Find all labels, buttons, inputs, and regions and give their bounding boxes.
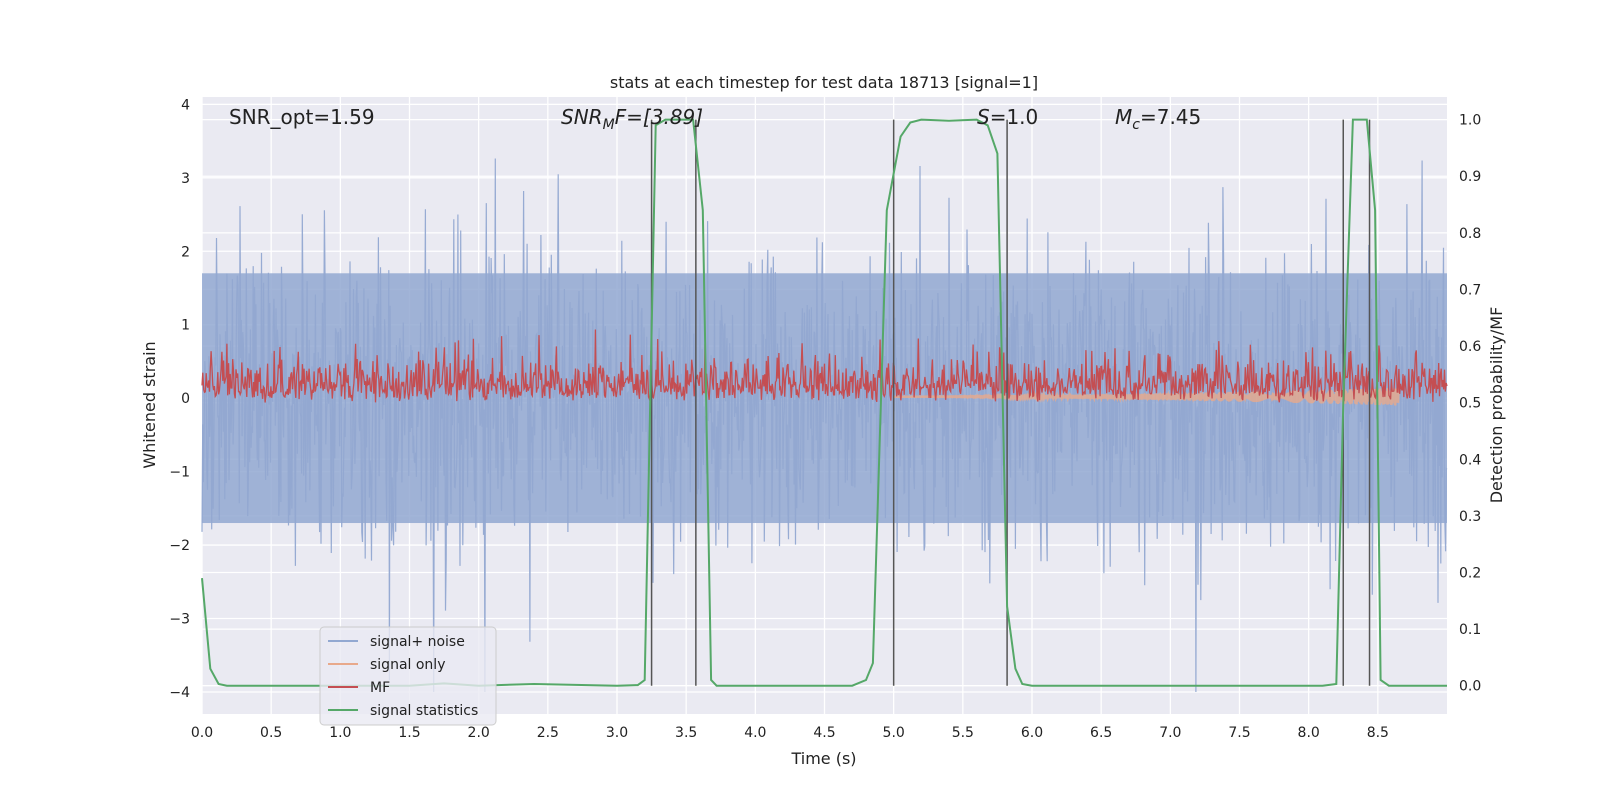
x-tick-label: 6.5 bbox=[1090, 725, 1112, 741]
x-tick-label: 1.0 bbox=[329, 725, 351, 741]
y-right-tick-label: 0.1 bbox=[1459, 622, 1481, 638]
y-left-tick-labels: −4 −3 −2 −1 0 1 2 3 4 bbox=[169, 97, 190, 701]
y-left-tick-label: −3 bbox=[169, 612, 190, 628]
annotation-snr-mf: SNRMF=[3.89] bbox=[561, 105, 703, 133]
y-left-tick-label: −1 bbox=[169, 465, 190, 481]
y-left-tick-label: 3 bbox=[181, 171, 190, 187]
x-tick-label: 3.5 bbox=[675, 725, 697, 741]
y-left-tick-label: 4 bbox=[181, 97, 190, 113]
y-axis-label-left: Whitened strain bbox=[140, 341, 159, 468]
x-tick-label: 7.5 bbox=[1228, 725, 1250, 741]
y-right-tick-label: 0.6 bbox=[1459, 339, 1481, 355]
y-right-tick-label: 0.3 bbox=[1459, 509, 1481, 525]
x-tick-label: 4.0 bbox=[744, 725, 766, 741]
annotation-snr-opt: SNR_opt=1.59 bbox=[229, 105, 375, 129]
x-tick-label: 0.5 bbox=[260, 725, 282, 741]
x-tick-label: 1.5 bbox=[398, 725, 420, 741]
signal-statistics-line bbox=[201, 118, 1447, 687]
legend-label-noise: signal+ noise bbox=[370, 634, 465, 650]
x-tick-label: 8.0 bbox=[1298, 725, 1320, 741]
x-tick-label: 3.0 bbox=[606, 725, 628, 741]
legend-box bbox=[319, 626, 497, 726]
x-axis-label: Time (s) bbox=[790, 749, 856, 768]
annotation-s: S=1.0 bbox=[977, 105, 1038, 129]
series-mf bbox=[201, 329, 1448, 403]
y-right-tick-label: 0.0 bbox=[1459, 679, 1481, 695]
vertical-markers bbox=[650, 119, 1371, 686]
x-tick-label: 0.0 bbox=[191, 725, 213, 741]
x-tick-label: 2.0 bbox=[468, 725, 490, 741]
y-right-tick-label: 0.7 bbox=[1459, 282, 1481, 298]
y-right-tick-label: 0.9 bbox=[1459, 169, 1481, 185]
legend: signal+ noise signal only MF signal stat… bbox=[319, 626, 497, 726]
y-left-tick-label: 2 bbox=[181, 244, 190, 260]
y-right-tick-label: 1.0 bbox=[1459, 113, 1481, 129]
x-tick-label: 2.5 bbox=[537, 725, 559, 741]
x-tick-label: 4.5 bbox=[813, 725, 835, 741]
x-tick-label: 8.5 bbox=[1367, 725, 1389, 741]
annotation-mc: Mc=7.45 bbox=[1115, 105, 1201, 133]
y-right-tick-label: 0.2 bbox=[1459, 565, 1481, 581]
legend-label-mf: MF bbox=[370, 680, 390, 696]
x-tick-label: 7.0 bbox=[1159, 725, 1181, 741]
legend-label-signal-statistics: signal statistics bbox=[370, 703, 478, 719]
x-tick-label: 5.0 bbox=[883, 725, 905, 741]
y-right-tick-label: 0.5 bbox=[1459, 396, 1481, 412]
y-left-tick-label: 1 bbox=[181, 318, 190, 334]
x-tick-label: 6.0 bbox=[1021, 725, 1043, 741]
y-left-tick-label: 0 bbox=[181, 391, 190, 407]
chart-title: stats at each timestep for test data 187… bbox=[610, 73, 1038, 92]
y-left-tick-label: −4 bbox=[169, 685, 190, 701]
y-right-tick-labels: 0.0 0.1 0.2 0.3 0.4 0.5 0.6 0.7 0.8 0.9 1.0 bbox=[1459, 113, 1481, 695]
x-tick-label: 5.5 bbox=[952, 725, 974, 741]
series-signal-statistics bbox=[201, 118, 1447, 687]
y-axis-label-right: Detection probability/MF bbox=[1487, 307, 1506, 504]
y-right-tick-label: 0.8 bbox=[1459, 226, 1481, 242]
mf-line bbox=[201, 329, 1448, 403]
noise-line bbox=[201, 158, 1448, 693]
x-tick-labels: 0.0 0.5 1.0 1.5 2.0 2.5 3.0 3.5 4.0 4.5 5.0 5.5 6.0 6… bbox=[191, 725, 1389, 741]
legend-label-signal-only: signal only bbox=[370, 657, 445, 673]
y-right-tick-label: 0.4 bbox=[1459, 452, 1481, 468]
y-left-tick-label: −2 bbox=[169, 538, 190, 554]
